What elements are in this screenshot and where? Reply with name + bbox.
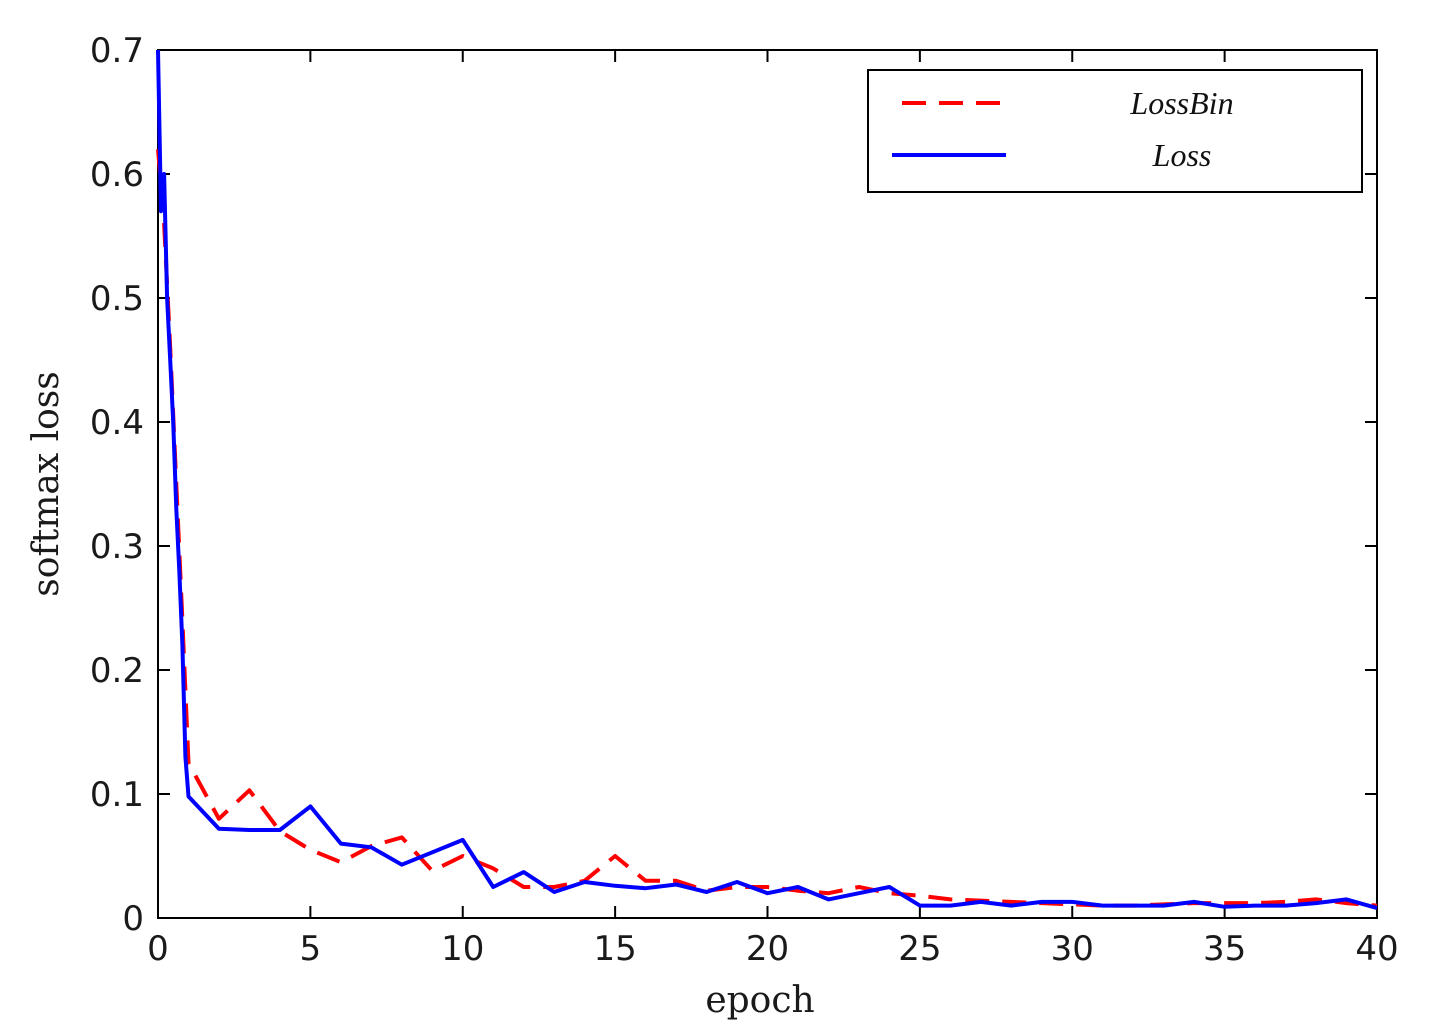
x-tick-label: 20 (746, 929, 789, 969)
x-axis-label: epoch (705, 980, 814, 1021)
y-tick-label: 0.6 (90, 155, 144, 195)
legend-box (867, 69, 1363, 193)
series-line-loss (156, 49, 1378, 911)
series-layer (156, 49, 1378, 911)
x-tick-label: 5 (300, 929, 322, 969)
y-tick-label: 0.1 (90, 775, 144, 815)
y-tick-label: 0.3 (90, 527, 144, 567)
x-tick-label: 35 (1203, 929, 1246, 969)
x-tick-label: 30 (1051, 929, 1094, 969)
x-tick-label: 10 (441, 929, 484, 969)
legend-label-lossbin: LossBin (1129, 85, 1233, 121)
y-tick-label: 0.2 (90, 651, 144, 691)
y-axis: 0 0.1 0.2 0.3 0.4 0.5 0.6 0.7 (90, 31, 1377, 939)
y-tick-label: 0.7 (90, 31, 144, 71)
legend: LossBin Loss (867, 69, 1363, 193)
plot-area (157, 49, 1378, 919)
x-axis: 0 5 10 15 20 25 30 35 40 (147, 50, 1399, 969)
x-tick-label: 40 (1355, 929, 1398, 969)
y-axis-label: softmax loss (26, 371, 67, 596)
x-tick-label: 25 (898, 929, 941, 969)
y-tick-label: 0 (122, 899, 144, 939)
x-tick-label: 0 (147, 929, 169, 969)
y-tick-label: 0.4 (90, 403, 144, 443)
y-tick-label: 0.5 (90, 279, 144, 319)
legend-label-loss: Loss (1152, 137, 1212, 173)
x-tick-label: 15 (593, 929, 636, 969)
